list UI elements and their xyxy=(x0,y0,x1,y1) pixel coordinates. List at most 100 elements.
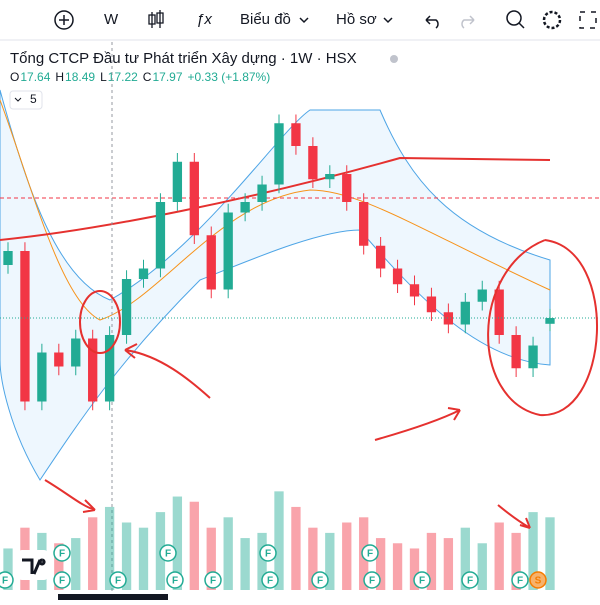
moving-average xyxy=(0,99,551,321)
ohlc-legend: O 17.64 H 18.49 L 17.22 C 17.97 +0.33 (+1.87%) xyxy=(10,70,270,84)
event-marker xyxy=(259,544,277,562)
ohlc-value: 17.22 xyxy=(108,70,138,84)
volume-bar xyxy=(426,532,437,590)
volume-bar xyxy=(223,517,233,590)
event-marker xyxy=(311,571,329,589)
volume-bar xyxy=(375,538,386,590)
volume-bar xyxy=(460,527,470,590)
volume-bar xyxy=(121,522,132,590)
logo xyxy=(22,558,46,575)
candle-body xyxy=(3,251,13,265)
replay-icon[interactable] xyxy=(506,10,522,26)
candle-body xyxy=(206,235,216,290)
candle-body xyxy=(155,202,166,269)
volume-bar xyxy=(172,496,183,590)
candle-body xyxy=(528,345,538,369)
volume-bar xyxy=(206,527,216,590)
chart-menu[interactable]: Biểu đồ xyxy=(240,11,291,28)
event-label: F xyxy=(2,576,8,587)
event-label: F xyxy=(467,576,473,587)
profile-menu[interactable]: Hồ sơ xyxy=(336,11,377,28)
event-marker xyxy=(159,544,177,562)
indicators-icon[interactable]: ƒx xyxy=(196,11,212,28)
event-label: F xyxy=(265,549,271,560)
candle-body xyxy=(375,245,386,269)
candle-body xyxy=(240,202,250,213)
candle-body xyxy=(426,296,437,313)
event-marker xyxy=(109,571,127,589)
candle-body xyxy=(121,279,132,335)
volume-bar xyxy=(3,548,13,590)
candle-body xyxy=(138,268,149,279)
volume-bar xyxy=(409,548,420,590)
volume-bar xyxy=(494,522,504,590)
interval-button[interactable]: W xyxy=(104,11,119,28)
ohlc-key: L xyxy=(100,70,107,84)
settings-icon[interactable] xyxy=(542,10,562,30)
chart-title: Tổng CTCP Đầu tư Phát triển Xây dựng · 1… xyxy=(10,50,357,67)
event-marker xyxy=(363,571,381,589)
bollinger-band xyxy=(0,89,551,481)
candle-body xyxy=(54,352,64,367)
volume-bar xyxy=(291,506,301,590)
volume-bar xyxy=(528,512,538,590)
event-label: F xyxy=(165,549,171,560)
candle-body xyxy=(308,146,318,180)
event-label: F xyxy=(367,549,373,560)
event-label: F xyxy=(267,576,273,587)
redo[interactable] xyxy=(461,15,475,29)
candle-body xyxy=(359,202,369,246)
volume-bar xyxy=(477,543,487,590)
candle-body xyxy=(20,251,30,402)
candle-body xyxy=(342,174,352,202)
volume-bar xyxy=(257,532,267,590)
candle-body xyxy=(477,289,487,302)
status-dot xyxy=(390,55,398,63)
event-label: S xyxy=(535,576,542,587)
candle-body xyxy=(88,338,98,402)
candle-body xyxy=(443,312,454,325)
candle-type-icon[interactable] xyxy=(148,10,164,28)
volume-bar xyxy=(342,522,352,590)
candle-body xyxy=(545,318,555,324)
volume-bar xyxy=(54,543,64,590)
event-marker xyxy=(204,571,222,589)
candle-body xyxy=(460,301,470,325)
indicator-count: 5 xyxy=(30,92,37,106)
event-marker xyxy=(529,571,547,589)
candle-body xyxy=(189,161,199,236)
candle-body xyxy=(257,184,267,202)
event-label: F xyxy=(369,576,375,587)
candle-body xyxy=(37,352,47,402)
undo[interactable] xyxy=(425,15,439,29)
event-label: F xyxy=(172,576,178,587)
event-label: F xyxy=(419,576,425,587)
event-marker xyxy=(461,571,479,589)
indicator-toggle[interactable] xyxy=(9,90,43,110)
volume-bar xyxy=(274,491,284,590)
event-marker xyxy=(53,571,71,589)
volume-bar xyxy=(71,538,81,590)
change: +0.33 (+1.87%) xyxy=(188,70,271,84)
candle-body xyxy=(325,174,335,180)
volume-bar xyxy=(325,532,335,590)
volume-bar xyxy=(189,501,199,590)
event-label: F xyxy=(59,576,65,587)
chevron xyxy=(14,97,22,102)
candle-body xyxy=(104,335,115,402)
event-marker xyxy=(0,571,14,589)
add-symbol-icon[interactable] xyxy=(54,10,74,30)
event-marker xyxy=(361,544,379,562)
event-marker xyxy=(261,571,279,589)
plus xyxy=(59,15,69,25)
event-label: F xyxy=(317,576,323,587)
chevron xyxy=(299,17,309,24)
candle-body xyxy=(494,289,504,335)
ohlc-value: 17.97 xyxy=(152,70,182,84)
event-marker xyxy=(166,571,184,589)
event-marker xyxy=(511,571,529,589)
fullscreen-icon[interactable] xyxy=(579,11,597,29)
ohlc-value: 17.64 xyxy=(20,70,50,84)
candle-body xyxy=(223,212,233,290)
